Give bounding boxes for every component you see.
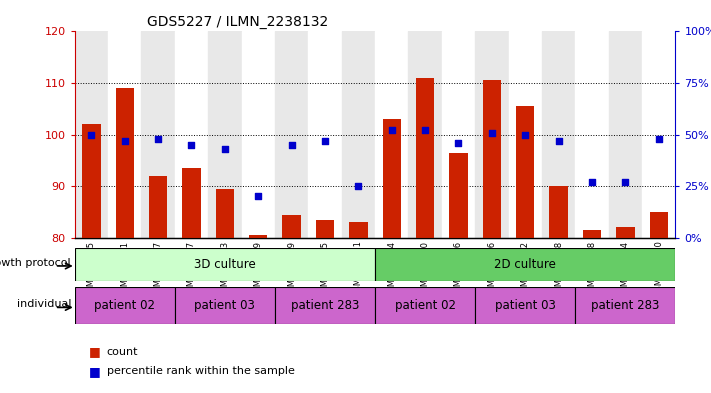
Point — [186, 142, 197, 148]
Text: patient 03: patient 03 — [194, 299, 255, 312]
Bar — [575, 31, 609, 238]
Bar — [342, 31, 375, 238]
Point — [386, 127, 397, 134]
Bar — [542, 31, 575, 238]
Bar — [508, 31, 542, 238]
Bar — [208, 31, 242, 238]
Point — [119, 138, 130, 144]
Bar — [383, 119, 401, 238]
Bar — [375, 31, 408, 238]
Bar — [375, 248, 675, 281]
Bar — [75, 248, 375, 281]
Bar — [242, 31, 275, 238]
Point — [453, 140, 464, 146]
Bar — [550, 186, 568, 238]
Text: patient 02: patient 02 — [395, 299, 456, 312]
Point — [620, 179, 631, 185]
Text: ■: ■ — [89, 365, 101, 378]
Text: individual: individual — [16, 299, 71, 309]
Point — [252, 193, 264, 200]
Bar — [249, 235, 267, 238]
Text: count: count — [107, 347, 138, 357]
Point — [85, 131, 97, 138]
Text: percentile rank within the sample: percentile rank within the sample — [107, 366, 294, 376]
Point — [219, 146, 230, 152]
Bar — [175, 31, 208, 238]
Bar — [483, 81, 501, 238]
Point — [152, 136, 164, 142]
Bar — [642, 31, 675, 238]
Bar — [616, 228, 634, 238]
Text: patient 283: patient 283 — [591, 299, 660, 312]
Text: patient 283: patient 283 — [291, 299, 359, 312]
Bar — [449, 152, 468, 238]
Point — [286, 142, 297, 148]
Bar — [516, 106, 535, 238]
Bar — [116, 88, 134, 238]
Text: patient 02: patient 02 — [95, 299, 155, 312]
Bar — [416, 78, 434, 238]
Bar — [309, 31, 342, 238]
Bar — [175, 287, 275, 324]
Text: patient 03: patient 03 — [495, 299, 556, 312]
Bar — [282, 215, 301, 238]
Point — [319, 138, 331, 144]
Point — [553, 138, 565, 144]
Text: growth protocol: growth protocol — [0, 258, 71, 268]
Bar — [316, 220, 334, 238]
Bar — [475, 31, 508, 238]
Text: 3D culture: 3D culture — [194, 258, 256, 271]
Point — [520, 131, 531, 138]
Point — [653, 136, 665, 142]
Bar — [182, 168, 201, 238]
Bar — [583, 230, 602, 238]
Bar — [375, 287, 475, 324]
Point — [587, 179, 598, 185]
Bar — [408, 31, 442, 238]
Point — [419, 127, 431, 134]
Bar — [149, 176, 167, 238]
Text: 2D culture: 2D culture — [494, 258, 556, 271]
Text: ■: ■ — [89, 345, 101, 358]
Bar — [215, 189, 234, 238]
Bar — [108, 31, 141, 238]
Point — [353, 183, 364, 189]
Bar — [275, 31, 309, 238]
Bar — [650, 212, 668, 238]
Bar — [575, 287, 675, 324]
Bar — [275, 287, 375, 324]
Bar — [141, 31, 175, 238]
Bar — [82, 124, 100, 238]
Bar — [75, 31, 108, 238]
Bar — [75, 287, 175, 324]
Bar — [475, 287, 575, 324]
Bar — [349, 222, 368, 238]
Text: GDS5227 / ILMN_2238132: GDS5227 / ILMN_2238132 — [146, 15, 328, 29]
Bar — [442, 31, 475, 238]
Point — [486, 129, 498, 136]
Bar — [609, 31, 642, 238]
